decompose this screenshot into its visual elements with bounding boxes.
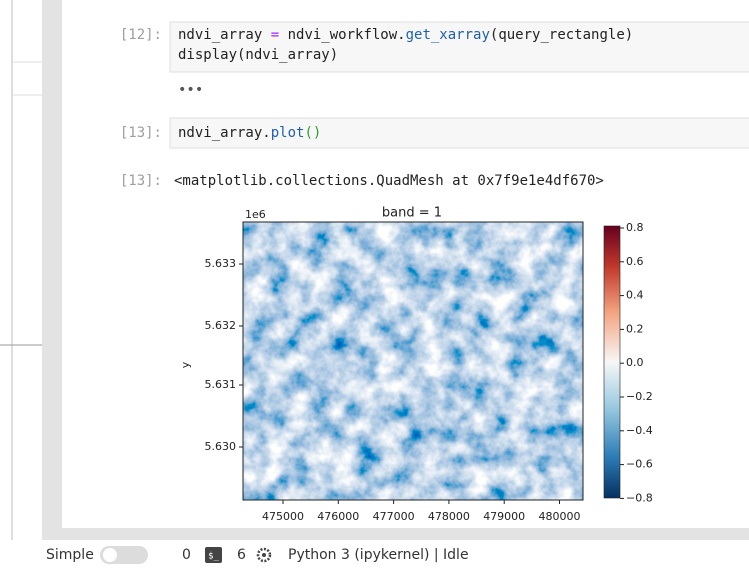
code: (query_rectangle) — [490, 27, 633, 43]
prompt: [12]: — [120, 27, 162, 43]
mode-label: Simple — [46, 547, 94, 563]
kernel-count: 0 — [182, 547, 191, 563]
x-tick-label: 475000 — [262, 510, 304, 523]
colorbar-tick-label: −0.2 — [626, 390, 653, 403]
colorbar-tick-label: 0.6 — [626, 255, 644, 268]
screen: [12]: ndvi_array = ndvi_workflow.get_xar… — [0, 0, 749, 568]
offset-text: 1e6 — [245, 208, 266, 221]
toggle-knob — [103, 548, 117, 562]
kernel-status: Python 3 (ipykernel) | Idle — [288, 547, 469, 563]
x-tick-label: 480000 — [539, 510, 581, 523]
plot: band = 1 1e6 y 5.633 5.632 5.631 5.630 47500… — [179, 206, 653, 524]
code: ndvi_array — [178, 27, 271, 43]
y-axis-label: y — [179, 361, 192, 368]
code-line: ndvi_array = ndvi_workflow.get_xarray(qu… — [178, 27, 633, 43]
prompt: [13]: — [120, 125, 162, 141]
ndvi-image — [243, 222, 583, 500]
code-line: ndvi_array.plot() — [178, 125, 321, 141]
colorbar-tick-label: −0.8 — [626, 491, 653, 504]
page: {"cells": [ {"prompt": "[12]:", "code_li… — [0, 0, 749, 568]
terminal-count: 6 — [237, 547, 246, 563]
y-tick-label: 5.630 — [205, 440, 237, 453]
colorbar-tick-label: 0.8 — [626, 221, 644, 234]
method: plot — [271, 125, 305, 141]
y-tick-label: 5.631 — [205, 378, 237, 391]
collapsed-output[interactable]: ••• — [178, 82, 203, 98]
method: get_xarray — [406, 27, 490, 43]
y-tick-label: 5.632 — [205, 319, 237, 332]
plot-title: band = 1 — [382, 206, 442, 221]
code: ndvi_array. — [178, 125, 271, 141]
x-tick-label: 479000 — [483, 510, 525, 523]
y-tick-label: 5.633 — [205, 257, 237, 270]
output-text: <matplotlib.collections.QuadMesh at 0x7f… — [174, 173, 604, 189]
colorbar-tick-label: 0.0 — [626, 356, 644, 369]
parens: () — [304, 125, 321, 141]
x-tick-label: 476000 — [317, 510, 359, 523]
colorbar-tick-label: −0.4 — [626, 424, 653, 437]
colorbar-tick-label: 0.4 — [626, 289, 644, 302]
terminal-glyph: $_ — [208, 552, 219, 562]
colorbar-tick-label: −0.6 — [626, 458, 653, 471]
code: ndvi_workflow. — [279, 27, 405, 43]
output-prompt: [13]: — [120, 173, 162, 189]
x-tick-label: 478000 — [428, 510, 470, 523]
operator: = — [271, 27, 279, 43]
colorbar-tick-label: 0.2 — [626, 322, 644, 335]
colorbar — [604, 226, 620, 498]
kernel-icon-center — [262, 553, 266, 557]
code-line: display(ndvi_array) — [178, 47, 338, 63]
x-tick-label: 477000 — [373, 510, 415, 523]
